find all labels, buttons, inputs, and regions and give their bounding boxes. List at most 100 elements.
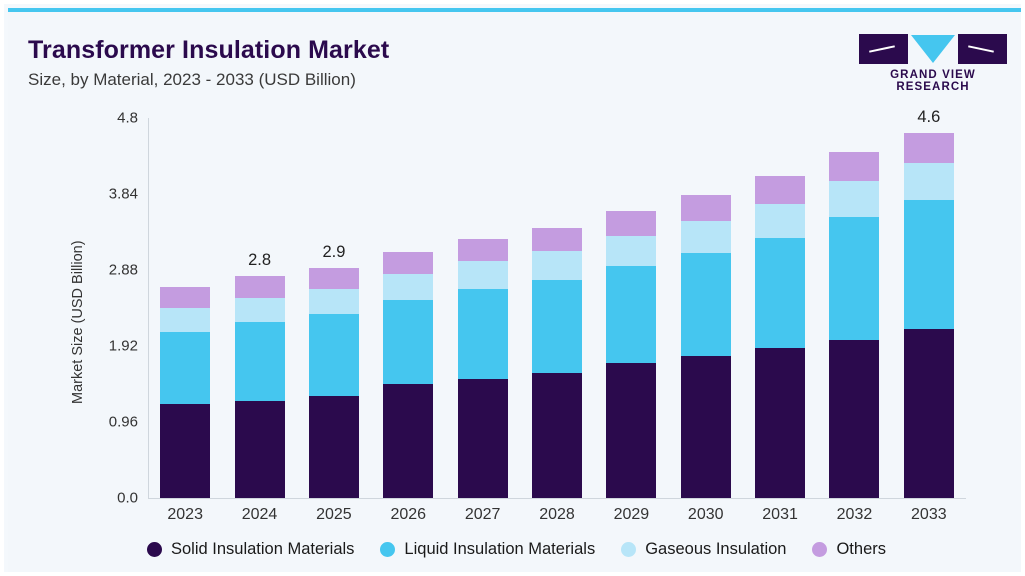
chart-card: Transformer Insulation Market Size, by M…	[8, 8, 1021, 572]
x-tick-label: 2026	[390, 506, 427, 523]
logo-left-block-icon	[859, 34, 908, 64]
logo-text: GRAND VIEW RESEARCH	[890, 69, 976, 93]
bar-segment[interactable]	[308, 289, 359, 315]
bar-segment[interactable]	[829, 216, 880, 340]
x-tick-label: 2027	[464, 506, 501, 523]
y-tick-label: 3.84	[108, 185, 138, 203]
legend-color-swatch-icon	[146, 542, 162, 557]
page-title: Transformer Insulation Market	[28, 36, 390, 64]
legend-color-swatch-icon	[812, 542, 828, 557]
stacked-bar-chart: Market Size (USD Billion) 2.8 2.9 4.6 0.0 0…	[8, 104, 1021, 524]
bar-segment[interactable]	[755, 175, 806, 204]
y-tick-label: 0.96	[108, 413, 138, 431]
bar-segment[interactable]	[829, 181, 880, 217]
bar-segment[interactable]	[234, 276, 285, 298]
y-tick-label: 0.0	[117, 489, 138, 507]
bar-segment[interactable]	[532, 228, 582, 251]
bar-segment[interactable]	[160, 287, 211, 308]
logo-right-block-icon	[958, 34, 1007, 64]
legend-item[interactable]: Liquid Insulation Materials	[380, 540, 595, 559]
x-tick-label: 2029	[613, 506, 650, 523]
bar-segment[interactable]	[383, 300, 434, 384]
bar-segment[interactable]	[532, 251, 582, 280]
bar-segment[interactable]	[308, 395, 359, 498]
y-tick-label: 4.8	[117, 109, 138, 127]
legend-label: Solid Insulation Materials	[170, 540, 355, 558]
x-tick-label: 2028	[539, 506, 575, 523]
bar-segment[interactable]	[903, 163, 954, 201]
bar-group[interactable]	[606, 118, 657, 498]
bar-segment[interactable]	[903, 328, 954, 498]
bar-segment[interactable]	[383, 251, 434, 274]
bar-segment[interactable]	[234, 400, 285, 498]
bar-segment[interactable]	[680, 252, 731, 357]
legend-label: Liquid Insulation Materials	[404, 540, 596, 558]
bar-group[interactable]	[755, 118, 806, 498]
logo-marks	[859, 34, 1007, 64]
bar-segment[interactable]	[606, 266, 657, 364]
y-tick-label: 1.92	[108, 337, 138, 355]
bar-group[interactable]	[829, 118, 880, 498]
bar-segment[interactable]	[680, 194, 731, 221]
bar-segment[interactable]	[383, 273, 434, 301]
bar-segment[interactable]	[903, 200, 954, 329]
bar-segment[interactable]	[532, 372, 582, 498]
bar-group[interactable]	[532, 118, 582, 498]
page-subtitle: Size, by Material, 2023 - 2033 (USD Bill…	[28, 70, 356, 89]
x-tick-label: 2024	[241, 506, 278, 523]
bar-segment[interactable]	[680, 356, 731, 498]
bar-segment[interactable]	[457, 261, 508, 289]
bar-segment[interactable]	[457, 239, 508, 262]
bar-segment[interactable]	[606, 211, 657, 236]
bar-segment[interactable]	[903, 133, 954, 164]
bar-group[interactable]: 2.9	[308, 118, 359, 498]
bar-segment[interactable]	[606, 363, 657, 498]
legend-item[interactable]: Gaseous Insulation	[621, 540, 786, 559]
y-axis-title: Market Size (USD Billion)	[70, 240, 86, 404]
bar-segment[interactable]	[160, 308, 211, 332]
bar-segment[interactable]	[308, 314, 359, 396]
bar-group[interactable]	[160, 118, 211, 498]
bar-value-label: 2.9	[322, 242, 346, 261]
legend-color-swatch-icon	[380, 542, 396, 557]
bar-group[interactable]	[383, 118, 434, 498]
bar-segment[interactable]	[308, 267, 359, 289]
bar-segment[interactable]	[234, 322, 285, 401]
bar-segment[interactable]	[606, 235, 657, 267]
bar-group[interactable]	[680, 118, 731, 498]
bar-segment[interactable]	[755, 347, 806, 498]
x-tick-label: 2030	[687, 506, 724, 523]
bar-group[interactable]	[457, 118, 508, 498]
bar-segment[interactable]	[383, 384, 434, 498]
x-axis-line	[148, 498, 966, 499]
legend-item[interactable]: Solid Insulation Materials	[146, 540, 355, 559]
y-tick-label: 2.88	[108, 261, 138, 279]
plot-area: 2.8 2.9 4.6	[148, 108, 966, 498]
bar-segment[interactable]	[160, 331, 211, 404]
legend-label: Gaseous Insulation	[645, 540, 787, 558]
bar-segment[interactable]	[680, 220, 731, 253]
bar-segment[interactable]	[829, 152, 880, 182]
x-tick-label: 2032	[836, 506, 873, 523]
bar-segment[interactable]	[234, 297, 285, 323]
chart-legend: Solid Insulation Materials Liquid Insulat…	[8, 540, 1021, 559]
logo-triangle-icon	[911, 35, 955, 63]
legend-label: Others	[836, 540, 886, 558]
bar-segment[interactable]	[160, 403, 211, 498]
legend-item[interactable]: Others	[812, 540, 886, 559]
bar-segment[interactable]	[755, 237, 806, 348]
bar-group[interactable]: 2.8	[234, 118, 285, 498]
x-tick-label: 2023	[167, 506, 203, 523]
x-tick-label: 2033	[911, 506, 947, 523]
bar-segment[interactable]	[829, 339, 880, 498]
bar-segment[interactable]	[457, 289, 508, 380]
bar-segment[interactable]	[457, 379, 508, 498]
legend-color-swatch-icon	[621, 542, 637, 557]
bar-segment[interactable]	[532, 279, 582, 373]
bar-group[interactable]: 4.6	[903, 108, 954, 498]
x-tick-label: 2031	[762, 506, 798, 523]
bar-segment[interactable]	[755, 203, 806, 238]
brand-logo: GRAND VIEW RESEARCH	[859, 34, 1007, 93]
bar-value-label: 4.6	[917, 108, 941, 127]
